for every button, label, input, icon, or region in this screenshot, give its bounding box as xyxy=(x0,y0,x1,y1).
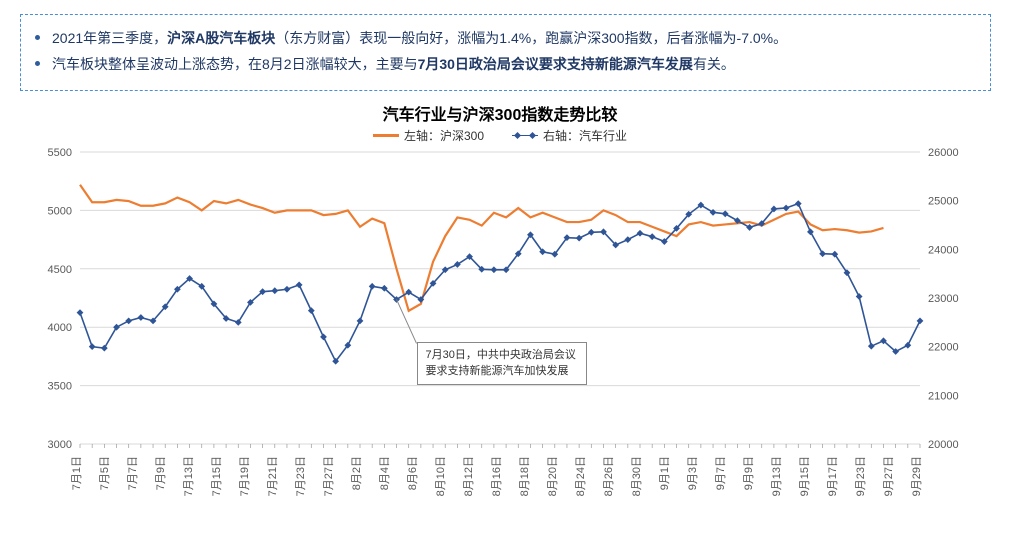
legend-csi300: 左轴：沪深300 xyxy=(373,127,484,144)
svg-text:5500: 5500 xyxy=(48,147,72,159)
svg-text:24000: 24000 xyxy=(928,244,959,256)
svg-text:9月1日: 9月1日 xyxy=(659,456,671,490)
svg-text:7月19日: 7月19日 xyxy=(239,456,251,496)
bullet-icon xyxy=(35,35,40,40)
svg-text:23000: 23000 xyxy=(928,293,959,305)
legend-auto: 右轴：汽车行业 xyxy=(512,127,627,144)
legend-label: 左轴：沪深300 xyxy=(404,127,484,144)
svg-text:8月2日: 8月2日 xyxy=(351,456,363,490)
svg-text:8月24日: 8月24日 xyxy=(575,456,587,496)
svg-text:7月21日: 7月21日 xyxy=(267,456,279,496)
svg-text:8月4日: 8月4日 xyxy=(379,456,391,490)
svg-text:9月29日: 9月29日 xyxy=(911,456,923,496)
svg-text:7月15日: 7月15日 xyxy=(211,456,223,496)
text-post: 有关。 xyxy=(693,56,735,72)
svg-text:7月1日: 7月1日 xyxy=(71,456,83,490)
svg-text:8月20日: 8月20日 xyxy=(547,456,559,496)
svg-text:7月5日: 7月5日 xyxy=(99,456,111,490)
svg-text:25000: 25000 xyxy=(928,196,959,208)
svg-text:3000: 3000 xyxy=(48,439,72,451)
svg-text:3500: 3500 xyxy=(48,381,72,393)
svg-text:9月23日: 9月23日 xyxy=(855,456,867,496)
svg-text:5000: 5000 xyxy=(48,205,72,217)
svg-text:7月7日: 7月7日 xyxy=(127,456,139,490)
bullet-icon xyxy=(35,61,40,66)
svg-text:8月16日: 8月16日 xyxy=(491,456,503,496)
summary-box: 2021年第三季度，沪深A股汽车板块（东方财富）表现一般向好，涨幅为1.4%，跑… xyxy=(20,14,991,91)
svg-text:7月9日: 7月9日 xyxy=(155,456,167,490)
svg-text:20000: 20000 xyxy=(928,439,959,451)
svg-text:9月15日: 9月15日 xyxy=(799,456,811,496)
svg-text:8月6日: 8月6日 xyxy=(407,456,419,490)
legend-label: 右轴：汽车行业 xyxy=(543,127,627,144)
svg-text:21000: 21000 xyxy=(928,390,959,402)
svg-text:9月9日: 9月9日 xyxy=(743,456,755,490)
svg-text:7月13日: 7月13日 xyxy=(183,456,195,496)
chart-container: 汽车行业与沪深300指数走势比较 左轴：沪深300 右轴：汽车行业 3000 35… xyxy=(20,101,980,521)
bullet-row: 汽车板块整体呈波动上涨态势，在8月2日涨幅较大，主要与7月30日政治局会议要求支… xyxy=(35,54,976,75)
svg-text:26000: 26000 xyxy=(928,147,959,159)
svg-text:8月18日: 8月18日 xyxy=(519,456,531,496)
chart-svg: 3000 3500 4000 4500 5000 5500 20000 21000 22000 2… xyxy=(20,146,980,526)
svg-text:9月7日: 9月7日 xyxy=(715,456,727,490)
svg-text:4500: 4500 xyxy=(48,264,72,276)
svg-text:8月10日: 8月10日 xyxy=(435,456,447,496)
svg-text:7月23日: 7月23日 xyxy=(295,456,307,496)
chart-title: 汽车行业与沪深300指数走势比较 xyxy=(20,101,980,125)
svg-text:9月13日: 9月13日 xyxy=(771,456,783,496)
svg-text:4000: 4000 xyxy=(48,322,72,334)
svg-text:9月17日: 9月17日 xyxy=(827,456,839,496)
text-pre: 2021年第三季度， xyxy=(52,30,167,46)
bullet-text: 汽车板块整体呈波动上涨态势，在8月2日涨幅较大，主要与7月30日政治局会议要求支… xyxy=(52,54,735,75)
svg-text:8月30日: 8月30日 xyxy=(631,456,643,496)
chart-annotation: 7月30日，中共中央政治局会议要求支持新能源汽车加快发展 xyxy=(417,342,587,385)
svg-text:8月12日: 8月12日 xyxy=(463,456,475,496)
text-bold: 沪深A股汽车板块 xyxy=(167,30,275,46)
svg-text:9月3日: 9月3日 xyxy=(687,456,699,490)
svg-text:7月27日: 7月27日 xyxy=(323,456,335,496)
bullet-row: 2021年第三季度，沪深A股汽车板块（东方财富）表现一般向好，涨幅为1.4%，跑… xyxy=(35,28,976,49)
svg-text:8月26日: 8月26日 xyxy=(603,456,615,496)
text-pre: 汽车板块整体呈波动上涨态势，在8月2日涨幅较大，主要与 xyxy=(52,56,418,72)
chart-legend: 左轴：沪深300 右轴：汽车行业 xyxy=(20,127,980,144)
text-bold: 7月30日政治局会议要求支持新能源汽车发展 xyxy=(418,56,693,72)
bullet-text: 2021年第三季度，沪深A股汽车板块（东方财富）表现一般向好，涨幅为1.4%，跑… xyxy=(52,28,787,49)
svg-text:9月27日: 9月27日 xyxy=(883,456,895,496)
legend-swatch-line xyxy=(373,134,399,137)
svg-text:22000: 22000 xyxy=(928,342,959,354)
text-post: （东方财富）表现一般向好，涨幅为1.4%，跑赢沪深300指数，后者涨幅为-7.0… xyxy=(275,30,787,46)
legend-swatch-marker xyxy=(512,135,538,137)
